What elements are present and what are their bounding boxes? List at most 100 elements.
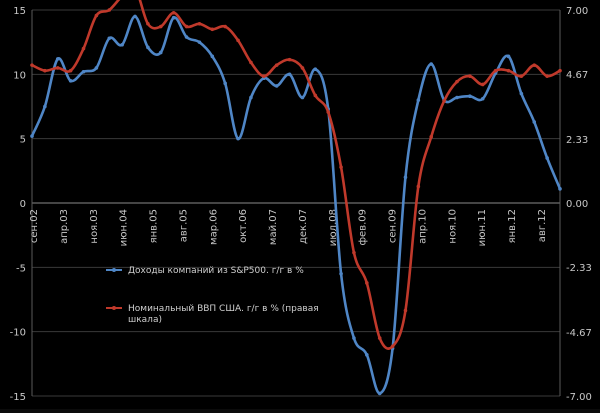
data-point: [545, 74, 549, 78]
legend-marker-earnings: [112, 268, 116, 272]
data-point: [120, 42, 124, 47]
x-tick-label: ноя.10: [447, 209, 458, 244]
data-point: [287, 57, 292, 62]
data-point: [197, 21, 202, 26]
data-point: [506, 54, 511, 59]
right-axis-ticks: -7.00 -4.67 -2.33 0.00 2.33 4.67 7.00: [566, 6, 592, 403]
legend: Доходы компаний из S&P500. г/г в % Номин…: [106, 266, 322, 325]
data-point: [519, 91, 524, 96]
x-tick-label: июл.08: [328, 209, 339, 246]
data-point: [352, 336, 356, 340]
data-point: [429, 62, 434, 66]
data-point: [352, 250, 356, 255]
data-point: [339, 271, 343, 276]
data-point: [55, 57, 60, 61]
left-tick-label: -5: [16, 263, 26, 274]
data-point: [287, 72, 292, 77]
right-tick-label: 7.00: [566, 6, 588, 17]
data-point: [274, 63, 279, 67]
data-point: [558, 187, 562, 191]
right-tick-label: 4.67: [566, 70, 588, 81]
data-point: [133, 14, 137, 19]
data-point: [94, 13, 99, 18]
data-point: [171, 10, 176, 15]
data-point: [506, 68, 511, 73]
legend-label-gdp-line2: шкала): [128, 315, 162, 325]
left-tick-label: -10: [10, 328, 26, 339]
right-tick-label: 0.00: [566, 199, 588, 210]
x-tick-label: окт.06: [238, 209, 249, 243]
x-axis-ticks: сен.02 апр.03 ноя.03 июн.04 янв.05 авг.05 мар.…: [29, 209, 548, 246]
x-tick-label: ноя.03: [89, 209, 100, 244]
x-tick-label: июн.04: [119, 209, 130, 246]
data-point: [300, 66, 305, 70]
x-tick-label: апр.03: [59, 209, 70, 244]
data-point: [493, 68, 498, 73]
series-lines: [30, 0, 562, 396]
x-tick-label: сен.09: [388, 209, 399, 243]
data-point: [197, 40, 202, 44]
data-point: [468, 74, 472, 78]
data-point: [146, 21, 150, 26]
data-point: [403, 175, 408, 180]
data-point: [55, 66, 60, 70]
data-point: [558, 68, 562, 73]
data-point: [377, 336, 382, 340]
data-point: [390, 344, 395, 349]
data-point: [81, 46, 86, 51]
data-point: [107, 8, 112, 12]
data-point: [416, 98, 421, 102]
right-tick-label: -2.33: [566, 263, 592, 274]
data-point: [223, 24, 227, 29]
data-point: [43, 104, 47, 109]
data-point: [442, 99, 446, 103]
data-point: [184, 24, 189, 29]
data-point: [171, 15, 176, 20]
data-point: [429, 135, 434, 139]
data-point: [68, 68, 73, 73]
legend-marker-gdp: [112, 306, 116, 310]
data-point: [236, 38, 240, 43]
left-tick-label: 10: [13, 70, 26, 81]
legend-label-earnings: Доходы компаний из S&P500. г/г в %: [128, 266, 304, 276]
data-point: [455, 79, 459, 84]
left-tick-label: -15: [10, 392, 26, 403]
data-point: [30, 63, 34, 67]
x-tick-label: апр.10: [417, 209, 428, 244]
data-point: [158, 50, 163, 55]
x-tick-label: авг.05: [178, 209, 189, 242]
data-point: [236, 136, 240, 141]
data-point: [532, 63, 537, 67]
data-point: [210, 54, 215, 59]
x-tick-label: дек.07: [298, 209, 309, 244]
data-point: [158, 24, 163, 29]
data-point: [300, 95, 305, 100]
x-tick-label: янв.12: [507, 209, 518, 243]
left-tick-label: 5: [20, 135, 26, 146]
data-point: [313, 67, 318, 71]
data-point: [210, 27, 215, 32]
data-point: [249, 95, 253, 100]
data-point: [416, 184, 421, 189]
data-point: [30, 134, 34, 138]
x-tick-label: май.07: [268, 209, 279, 245]
data-point: [365, 353, 369, 357]
grid-lines: [31, 9, 561, 397]
data-point: [43, 68, 47, 73]
data-point: [146, 45, 150, 50]
x-tick-label: авг.12: [537, 209, 548, 242]
data-point: [403, 308, 408, 313]
data-point: [68, 78, 73, 83]
left-tick-label: 0: [20, 199, 26, 210]
data-point: [107, 36, 112, 41]
legend-label-gdp: Номинальный ВВП США. г/г в % (правая шка…: [128, 304, 322, 325]
data-point: [184, 35, 189, 39]
data-point: [274, 84, 279, 88]
data-point: [519, 74, 524, 78]
left-axis-ticks: -15 -10 -5 0 5 10 15: [10, 6, 26, 403]
data-point: [532, 120, 537, 124]
data-point: [249, 60, 253, 65]
data-point: [455, 95, 459, 100]
